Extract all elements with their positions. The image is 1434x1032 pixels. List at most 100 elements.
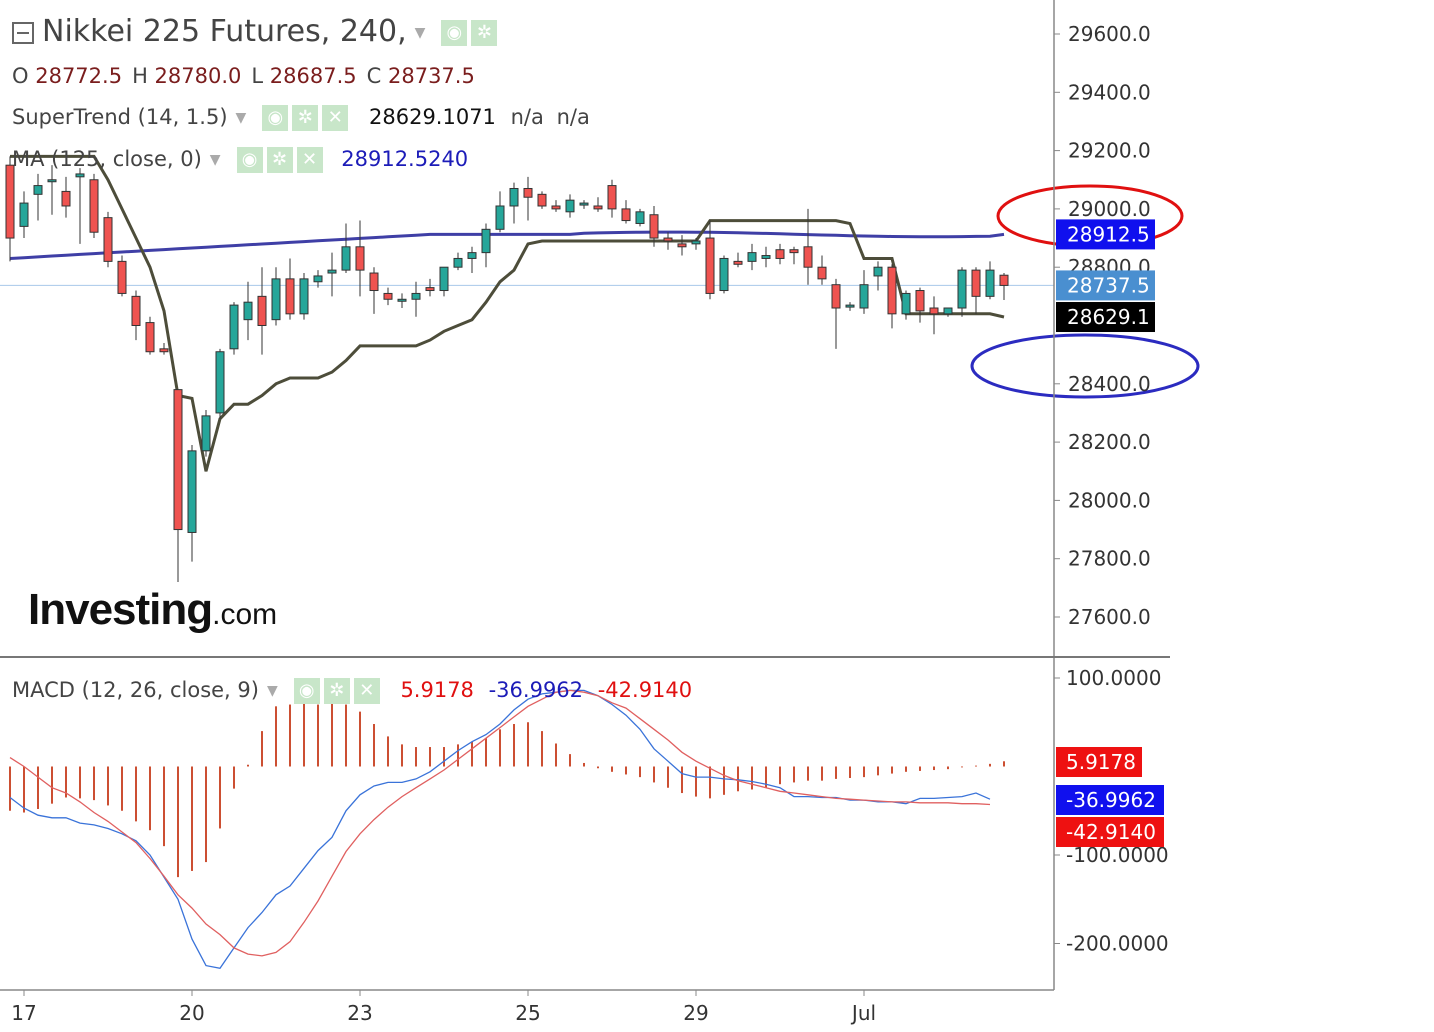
chevron-down-icon[interactable]: ▼ [414,24,426,41]
eye-icon[interactable]: ◉ [236,147,263,173]
open-label: O [12,64,29,88]
eye-icon[interactable]: ◉ [293,678,320,704]
time-tick-label: 17 [11,1001,36,1025]
gear-icon[interactable]: ✲ [471,19,498,46]
candle-up [47,179,57,183]
candle-up [943,307,953,315]
candle-down [369,272,379,292]
candle-up [453,257,463,268]
chart-title: Nikkei 225 Futures, 240, [42,14,407,49]
chart-title-row: Nikkei 225 Futures, 240, ▼ ◉ ✲ [12,14,501,49]
candle-up [691,240,701,245]
supertrend-na-2: n/a [556,105,590,129]
supertrend-price-badge: 28629.1 [1067,305,1150,329]
ma-price-badge: 28912.5 [1067,222,1150,246]
candle-down [649,214,659,239]
candle-down [677,243,687,248]
candle-down [285,278,295,315]
ma-legend[interactable]: MA (125, close, 0) ▼ ◉ ✲ ✕ 28912.5240 [12,147,468,173]
candle-down [789,249,799,254]
macd-signal-value: -42.9140 [597,678,693,702]
close-label: C [366,64,382,88]
macd-label: MACD (12, 26, close, 9) [12,678,259,702]
candle-up [341,246,351,271]
candle-up [243,301,253,321]
candle-up [439,266,449,292]
time-tick-label: Jul [850,1001,876,1025]
candle-down [705,237,715,294]
ma-label: MA (125, close, 0) [12,147,202,171]
supertrend-line [10,154,1005,472]
candle-up [271,278,281,321]
macd-signal-badge-bg [1056,817,1164,847]
supertrend-na-1: n/a [510,105,544,129]
candle-up [201,415,211,452]
price-tick-label: 27600.0 [1068,605,1151,629]
chevron-down-icon[interactable]: ▼ [209,152,221,168]
ohlc-row: O 28772.5 H 28780.0 L 28687.5 C 28737.5 [12,64,485,88]
supertrend-label: SuperTrend (14, 1.5) [12,105,228,129]
candle-up [901,292,911,315]
price-tick-label: 28400.0 [1068,372,1151,396]
candle-up [467,252,477,259]
candle-up [565,199,575,213]
macd-tick-label: 100.0000 [1066,666,1161,690]
candle-up [985,269,995,297]
collapse-icon[interactable] [12,21,34,44]
price-pane[interactable] [0,154,1054,583]
candle-up [509,187,519,207]
candle-down [173,389,183,531]
eye-icon[interactable]: ◉ [441,19,468,46]
candle-down [817,266,827,280]
eye-icon[interactable]: ◉ [262,105,289,131]
chevron-down-icon[interactable]: ▼ [235,110,247,126]
time-tick-label: 29 [683,1001,708,1025]
investing-logo: Investing.com [28,585,278,634]
price-tick-label: 29200.0 [1068,139,1151,163]
time-tick-label: 20 [179,1001,204,1025]
candle-up [187,450,197,533]
close-icon[interactable]: ✕ [353,678,380,704]
candle-up [229,304,239,350]
candle-up [19,202,29,227]
low-value: 28687.5 [269,64,357,88]
ma-value: 28912.5240 [341,147,469,171]
supertrend-value: 28629.1071 [369,105,496,129]
candle-down [103,217,113,262]
candle-down [607,185,617,210]
candle-down [775,249,785,259]
high-value: 28780.0 [154,64,242,88]
macd-line-value: -36.9962 [488,678,584,702]
candle-down [915,290,925,312]
gear-icon[interactable]: ✲ [292,105,319,131]
last-price-badge-bg [1056,270,1155,301]
candle-up [299,278,309,315]
macd-line-badge-bg [1056,785,1164,815]
candle-up [75,173,85,178]
macd-pane[interactable] [9,689,1005,970]
axes: 29600.029400.029200.029000.028800.028400… [0,0,1170,1025]
close-icon[interactable]: ✕ [322,105,349,131]
price-tick-label: 27800.0 [1068,547,1151,571]
candle-down [523,187,533,198]
macd-legend[interactable]: MACD (12, 26, close, 9) ▼ ◉ ✲ ✕ 5.9178 -36.9… [12,678,692,704]
candle-down [159,348,169,353]
candle-down [5,164,15,239]
candle-up [873,266,883,277]
candle-down [355,246,365,271]
candle-up [747,252,757,262]
candle-up [495,205,505,230]
time-tick-label: 23 [347,1001,372,1025]
blue-ellipse-annotation [970,333,1200,399]
last-price-badge: 28737.5 [1067,273,1150,297]
close-icon[interactable]: ✕ [296,147,323,173]
supertrend-legend[interactable]: SuperTrend (14, 1.5) ▼ ◉ ✲ ✕ 28629.1071 n/a … [12,105,590,131]
gear-icon[interactable]: ✲ [323,678,350,704]
candle-down [733,260,743,265]
candle-down [425,287,435,292]
candle-up [397,298,407,302]
gear-icon[interactable]: ✲ [266,147,293,173]
candle-up [859,284,869,309]
chevron-down-icon[interactable]: ▼ [266,683,278,699]
candle-down [999,274,1009,286]
